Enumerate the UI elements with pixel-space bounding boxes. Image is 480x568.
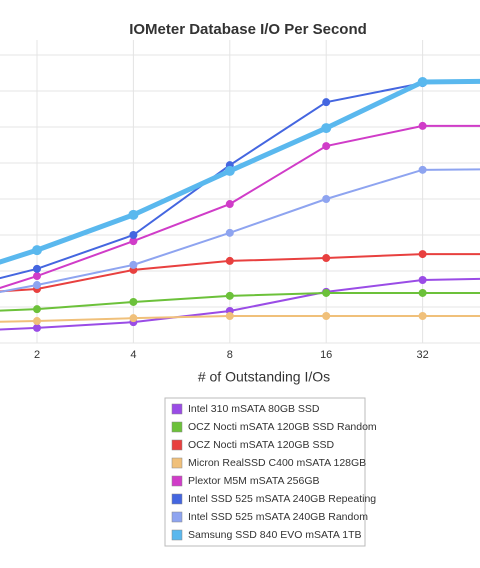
data-point (322, 195, 331, 203)
data-point (418, 121, 427, 130)
x-axis-label: # of Outstanding I/Os (198, 369, 330, 385)
legend-label: Intel 310 mSATA 80GB SSD (188, 403, 320, 415)
series-line (0, 277, 480, 331)
data-point (322, 142, 331, 151)
legend-label: Intel SSD 525 mSATA 240GB Random (188, 511, 368, 523)
data-point (418, 276, 427, 284)
data-point (418, 312, 427, 320)
legend-box (164, 397, 366, 547)
legend-label: Micron RealSSD C400 mSATA 128GB (188, 457, 366, 469)
data-point (225, 200, 234, 209)
series-line (0, 78, 480, 265)
data-point (418, 288, 427, 297)
data-point (33, 264, 41, 273)
x-tick-label: 16 (320, 349, 332, 361)
data-point (224, 165, 235, 176)
legend-label: Intel SSD 525 mSATA 240GB Repeating (188, 493, 376, 505)
legend-label: OCZ Nocti mSATA 120GB SSD (188, 439, 334, 451)
x-tick-label: 32 (416, 349, 428, 361)
data-point (33, 317, 41, 326)
data-point (128, 209, 139, 220)
data-point (225, 312, 234, 320)
x-tick-label: 2 (34, 349, 40, 361)
data-point (129, 231, 138, 239)
data-point (225, 228, 234, 237)
data-point (129, 237, 138, 246)
legend-swatch (171, 457, 183, 469)
series-line (0, 124, 480, 289)
data-point (129, 314, 138, 323)
legend-label: OCZ Nocti mSATA 120GB SSD Random (188, 421, 377, 433)
legend-swatch (171, 511, 183, 523)
legend: Intel 310 mSATA 80GB SSD OCZ Nocti mSATA … (171, 403, 377, 541)
data-point (322, 254, 331, 263)
x-tick-label: 8 (227, 349, 233, 361)
x-tick-label: 4 (130, 349, 136, 361)
legend-swatch (171, 439, 183, 451)
data-point (417, 77, 428, 87)
series-line (0, 315, 480, 323)
data-point (33, 323, 41, 332)
legend-swatch (171, 403, 183, 415)
plot-area (0, 77, 480, 332)
series-line (0, 291, 480, 312)
data-point (418, 165, 427, 174)
data-point (129, 297, 138, 306)
legend-swatch (171, 493, 183, 505)
data-point (225, 256, 234, 265)
data-point (322, 312, 331, 320)
legend-swatch (171, 529, 183, 541)
data-point (322, 98, 331, 107)
series-line (0, 253, 480, 293)
data-point (33, 281, 41, 290)
data-point (129, 260, 138, 269)
data-point (225, 291, 234, 300)
data-point (32, 245, 42, 256)
grid: 2 4 8 16 32 (0, 40, 480, 361)
data-point (33, 305, 41, 314)
data-point (418, 250, 427, 259)
legend-label: Samsung SSD 840 EVO mSATA 1TB (188, 529, 362, 541)
legend-label: Plextor M5M mSATA 256GB (188, 475, 320, 487)
legend-swatch (171, 421, 183, 433)
legend-swatch (171, 475, 183, 487)
data-point (33, 272, 41, 281)
chart-title: IOMeter Database I/O Per Second (129, 21, 367, 38)
data-point (322, 288, 331, 297)
data-point (321, 123, 332, 134)
